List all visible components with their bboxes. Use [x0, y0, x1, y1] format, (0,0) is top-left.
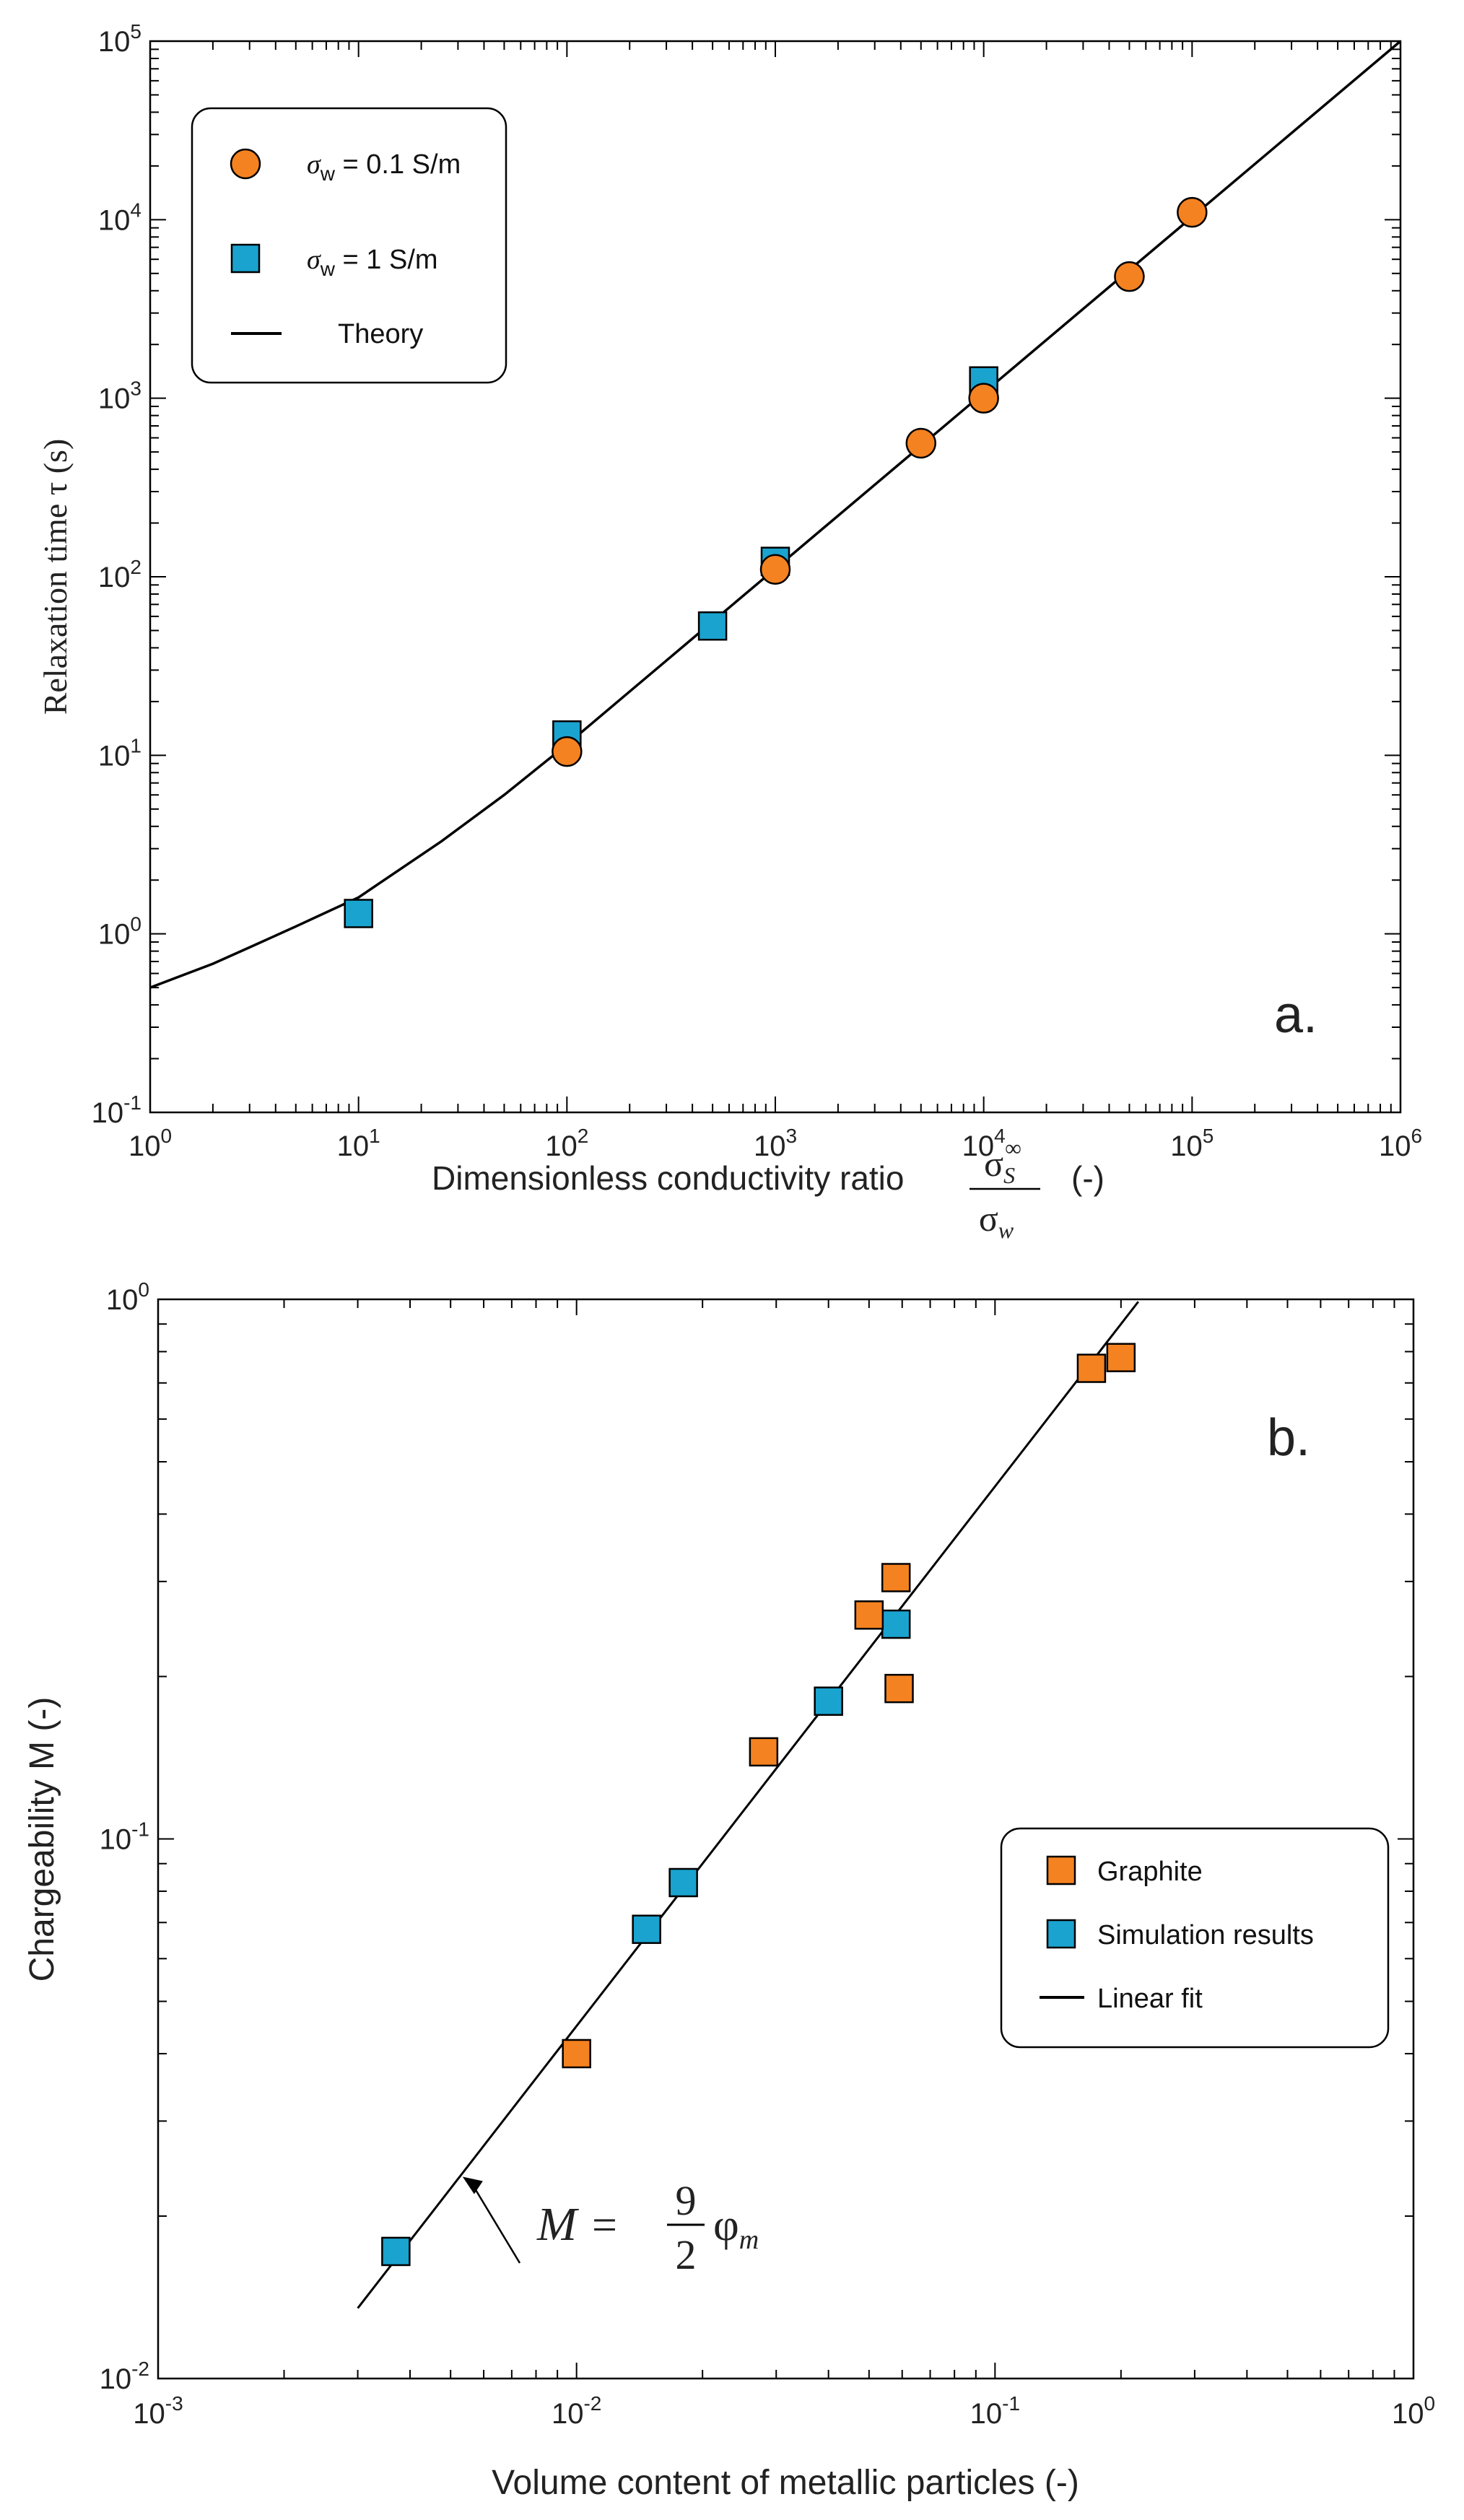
x-axis-label: Volume content of metallic particles (-) [492, 2464, 1079, 2502]
annotation-numerator: 9 [676, 2177, 697, 2224]
legend: σw = 0.1 S/m σw = 1 S/m Theory [191, 107, 507, 384]
data-point-simulation [668, 1867, 698, 1898]
y-tick-label: 10-2 [100, 2358, 149, 2395]
data-point-circle [905, 427, 937, 459]
panel-label: b. [1267, 1409, 1310, 1467]
panel-b-chargeability-chart: 10-3 10-2 10-1 10010-210-1100GraphiteSimula… [23, 1278, 1435, 2502]
x-axis-label-unit: (-) [1071, 1159, 1104, 1197]
x-tick-label: 104 [962, 1125, 1006, 1162]
data-point-graphite [562, 2039, 591, 2069]
annotation-arrow-head [462, 2176, 483, 2194]
data-point-graphite [749, 1737, 779, 1767]
data-point-simulation [632, 1914, 661, 1944]
data-point-circle [1177, 196, 1208, 228]
x-tick-label: 101 [337, 1125, 380, 1162]
linear-fit-line [357, 1301, 1140, 2309]
x-tick-label: 102 [545, 1125, 588, 1162]
data-point-graphite [1076, 1353, 1107, 1383]
legend: Graphite Simulation results Linear fit [1000, 1827, 1390, 2049]
data-point-graphite [884, 1673, 914, 1704]
data-point-circle [968, 383, 999, 414]
x-tick-label: 10-2 [552, 2392, 601, 2430]
y-tick-label: 100 [106, 1278, 149, 1316]
x-axis-label: Dimensionless conductivity ratio [432, 1159, 905, 1197]
y-tick-label: 102 [98, 556, 141, 593]
data-point-square [344, 899, 373, 928]
legend-frame [1000, 1827, 1390, 2049]
legend-label: Theory [338, 319, 423, 349]
data-point-graphite [881, 1563, 911, 1592]
data-point-graphite [1106, 1343, 1136, 1372]
panel-a-relaxation-time-chart: 100 101 102 103 104 105 10610-1100101102103104… [37, 20, 1422, 1243]
y-tick-label: 101 [98, 734, 141, 772]
legend-marker-graphite [1046, 1855, 1076, 1885]
legend-marker-square [230, 243, 261, 274]
legend-label: σw = 0.1 S/m [307, 149, 461, 185]
y-tick-label: 10-1 [92, 1091, 141, 1129]
annotation-lhs: M [536, 2198, 580, 2251]
y-tick-label: 10-1 [100, 1818, 149, 1856]
data-point-simulation [881, 1609, 911, 1639]
y-tick-label: 103 [98, 378, 141, 415]
x-tick-label: 106 [1379, 1125, 1422, 1162]
annotation-denominator: 2 [676, 2231, 697, 2278]
y-tick-label: 100 [98, 913, 141, 951]
theory-line [149, 40, 1402, 989]
legend-label: Linear fit [1097, 1984, 1203, 2014]
x-tick-label: 103 [754, 1125, 797, 1162]
annotation-arrow-line [470, 2181, 521, 2264]
legend-label: σw = 1 S/m [307, 245, 438, 280]
data-point-simulation [814, 1686, 843, 1716]
x-tick-label: 100 [1392, 2392, 1435, 2430]
y-axis-label: Relaxation time τ (s) [37, 439, 74, 715]
x-tick-label: 10-3 [133, 2392, 183, 2430]
data-point-circle [552, 736, 583, 767]
y-tick-label: 104 [98, 199, 141, 236]
data-point-square [697, 611, 728, 641]
x-axis-label-denominator: σw [979, 1198, 1014, 1243]
data-point-graphite [854, 1600, 884, 1630]
legend-marker-circle [230, 148, 261, 180]
annotation-equals: = [592, 2201, 617, 2250]
data-point-simulation [381, 2236, 411, 2267]
legend-marker-simulation [1046, 1919, 1076, 1949]
y-tick-label: 105 [98, 20, 141, 58]
x-tick-label: 105 [1170, 1125, 1214, 1162]
x-axis-label-numerator: σS∞ [984, 1135, 1021, 1188]
x-tick-label: 100 [128, 1125, 172, 1162]
legend-label: Graphite [1097, 1857, 1203, 1887]
legend-frame [191, 107, 507, 384]
panel-label: a. [1274, 986, 1317, 1044]
data-point-circle [759, 554, 791, 585]
x-tick-label: 10-1 [970, 2392, 1020, 2430]
y-axis-label: Chargeability M (-) [23, 1697, 61, 1982]
annotation-phi: φm [713, 2201, 759, 2255]
data-point-circle [1114, 261, 1145, 292]
legend-label: Simulation results [1097, 1920, 1314, 1950]
